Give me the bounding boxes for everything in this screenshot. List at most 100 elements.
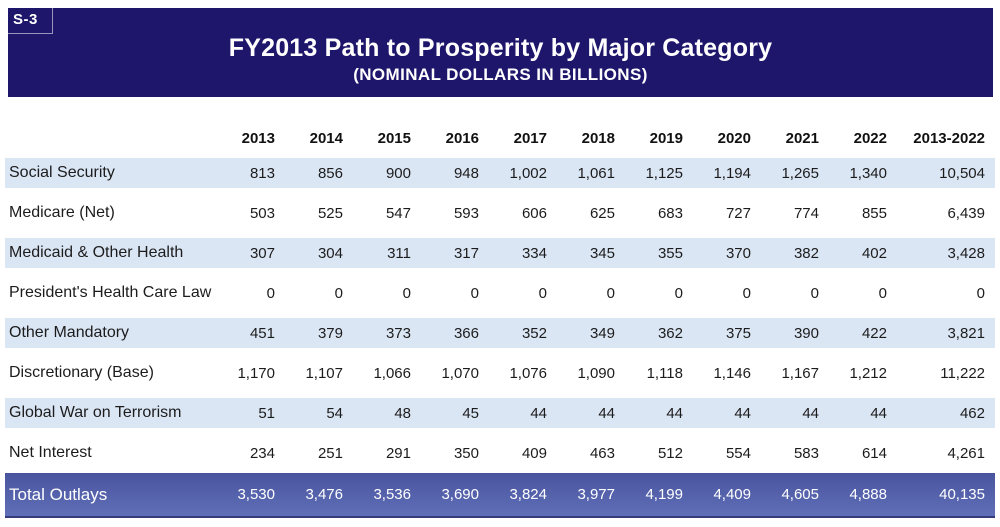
cell: 0 xyxy=(470,284,479,302)
table-row: Social Security 813 856 900 948 1,002 1,061 1,1… xyxy=(5,153,995,193)
cell: 463 xyxy=(589,444,615,462)
cell: 44 xyxy=(761,393,829,433)
cell: 3,428 xyxy=(897,233,995,273)
cell: 855 xyxy=(861,204,887,222)
cell: 345 xyxy=(557,233,625,273)
cell: 3,476 xyxy=(285,473,353,518)
cell: 593 xyxy=(453,204,479,222)
slide-title: FY2013 Path to Prosperity by Major Categ… xyxy=(228,34,773,62)
cell: 547 xyxy=(385,204,411,222)
cell: 0 xyxy=(976,284,985,302)
cell: 1,070 xyxy=(441,364,479,382)
cell: 1,265 xyxy=(761,153,829,193)
cell: 1,002 xyxy=(489,153,557,193)
column-header-2013: 2013 xyxy=(241,130,275,147)
cell: 366 xyxy=(421,313,489,353)
column-header-row: 2013 2014 2015 2016 2017 2018 2019 2020 2021 2022… xyxy=(5,111,995,153)
slide-subtitle: (NOMINAL DOLLARS IN BILLIONS) xyxy=(353,65,648,84)
cell: 503 xyxy=(249,204,275,222)
cell: 774 xyxy=(793,204,819,222)
cell: 370 xyxy=(693,233,761,273)
cell: 856 xyxy=(285,153,353,193)
cell: 4,409 xyxy=(693,473,761,518)
row-label: Other Mandatory xyxy=(5,313,217,353)
cell: 0 xyxy=(878,284,887,302)
cell: 44 xyxy=(557,393,625,433)
cell: 1,118 xyxy=(646,364,683,382)
table-body: Social Security 813 856 900 948 1,002 1,061 1,1… xyxy=(5,153,995,518)
cell: 317 xyxy=(421,233,489,273)
table-head: 2013 2014 2015 2016 2017 2018 2019 2020 2021 2022… xyxy=(5,111,995,153)
cell: 625 xyxy=(589,204,615,222)
column-header-2017: 2017 xyxy=(513,130,547,147)
cell: 422 xyxy=(829,313,897,353)
cell: 3,821 xyxy=(897,313,995,353)
table-row: Net Interest 234 251 291 350 409 463 512 554 583 6… xyxy=(5,433,995,473)
cell: 44 xyxy=(489,393,557,433)
cell: 362 xyxy=(625,313,693,353)
cell: 4,261 xyxy=(947,444,985,462)
cell: 234 xyxy=(249,444,275,462)
column-header-2018: 2018 xyxy=(581,130,615,147)
table-row: Medicaid & Other Health 307 304 311 317 334 34… xyxy=(5,233,995,273)
column-header-2014: 2014 xyxy=(309,130,343,147)
row-label: President's Health Care Law xyxy=(9,284,212,301)
cell: 3,690 xyxy=(421,473,489,518)
cell: 512 xyxy=(657,444,683,462)
cell: 1,212 xyxy=(849,364,887,382)
budget-table: 2013 2014 2015 2016 2017 2018 2019 2020 2021 2022… xyxy=(5,111,995,518)
cell: 1,194 xyxy=(693,153,761,193)
cell: 1,340 xyxy=(829,153,897,193)
cell: 402 xyxy=(829,233,897,273)
cell: 373 xyxy=(353,313,421,353)
table-row: Global War on Terrorism 51 54 48 45 44 44 44 44 4… xyxy=(5,393,995,433)
cell: 727 xyxy=(725,204,751,222)
cell: 0 xyxy=(334,284,343,302)
cell: 45 xyxy=(421,393,489,433)
cell: 0 xyxy=(266,284,275,302)
cell: 554 xyxy=(725,444,751,462)
cell: 948 xyxy=(421,153,489,193)
cell: 0 xyxy=(810,284,819,302)
cell: 1,090 xyxy=(577,364,615,382)
cell: 1,061 xyxy=(557,153,625,193)
table-row: Other Mandatory 451 379 373 366 352 349 362 375 3… xyxy=(5,313,995,353)
cell: 0 xyxy=(742,284,751,302)
row-label: Discretionary (Base) xyxy=(9,364,154,381)
column-header-2022: 2022 xyxy=(853,130,887,147)
cell: 3,536 xyxy=(353,473,421,518)
cell: 382 xyxy=(761,233,829,273)
cell: 51 xyxy=(217,393,285,433)
row-label: Medicare (Net) xyxy=(9,204,115,221)
cell: 1,076 xyxy=(509,364,547,382)
column-header-label xyxy=(5,111,217,153)
cell: 375 xyxy=(693,313,761,353)
cell: 48 xyxy=(353,393,421,433)
cell: 813 xyxy=(217,153,285,193)
cell: 4,605 xyxy=(761,473,829,518)
total-row: Total Outlays 3,530 3,476 3,536 3,690 3,824 3,… xyxy=(5,473,995,518)
table-row: Discretionary (Base) 1,170 1,107 1,066 1,070… xyxy=(5,353,995,393)
cell: 349 xyxy=(557,313,625,353)
row-label: Social Security xyxy=(5,153,217,193)
column-header-2015: 2015 xyxy=(377,130,411,147)
cell: 352 xyxy=(489,313,557,353)
cell: 379 xyxy=(285,313,353,353)
cell: 583 xyxy=(793,444,819,462)
cell: 355 xyxy=(625,233,693,273)
cell: 1,167 xyxy=(781,364,819,382)
cell: 44 xyxy=(693,393,761,433)
cell: 614 xyxy=(861,444,887,462)
cell: 307 xyxy=(217,233,285,273)
cell: 3,530 xyxy=(217,473,285,518)
cell: 291 xyxy=(385,444,411,462)
column-header-2016: 2016 xyxy=(445,130,479,147)
column-header-2013-2022: 2013-2022 xyxy=(913,130,985,147)
cell: 334 xyxy=(489,233,557,273)
title-banner: S-3 FY2013 Path to Prosperity by Major C… xyxy=(8,8,993,97)
cell: 10,504 xyxy=(897,153,995,193)
cell: 683 xyxy=(657,204,683,222)
cell: 900 xyxy=(353,153,421,193)
sheet-label: S-3 xyxy=(8,8,53,34)
cell: 311 xyxy=(353,233,421,273)
